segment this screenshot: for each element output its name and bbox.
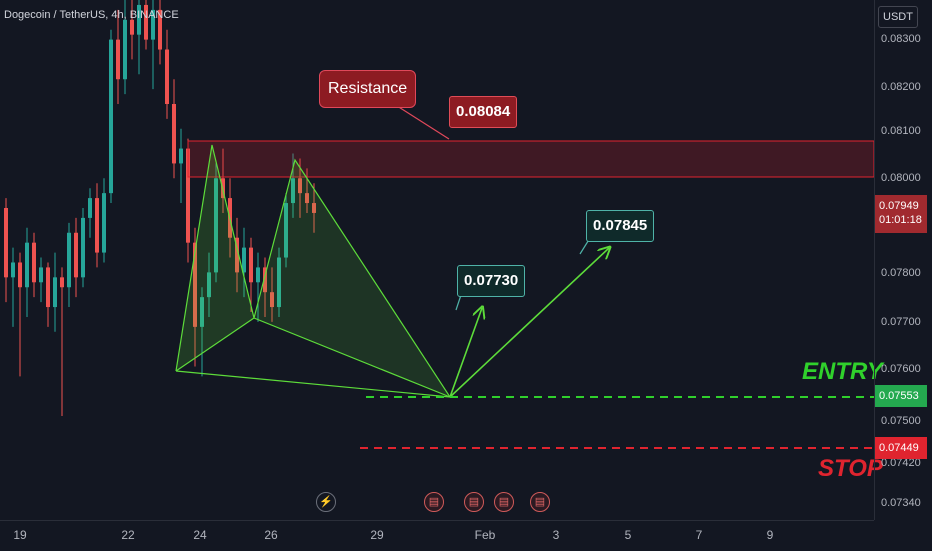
current-price-tag: 0.07949 01:01:18 <box>875 195 927 233</box>
pattern-xb-line <box>175 317 255 372</box>
candle-body <box>109 39 113 194</box>
price-tick: 0.08000 <box>881 172 921 184</box>
time-tick: 22 <box>121 528 135 542</box>
candle-body <box>235 237 239 273</box>
candle-body <box>116 39 120 80</box>
resistance-label: Resistance <box>319 70 417 108</box>
bar-countdown: 01:01:18 <box>879 214 922 226</box>
time-tick: 19 <box>13 528 27 542</box>
price-tick: 0.07340 <box>881 497 921 509</box>
candle-body <box>172 104 176 164</box>
us-flag-icon[interactable]: ▤ <box>530 492 550 512</box>
resistance-zone <box>187 140 874 178</box>
target1-callout: 0.07730 <box>457 265 526 297</box>
candle-body <box>25 242 29 288</box>
candle-body <box>158 9 162 50</box>
candle-body <box>137 4 141 35</box>
target2-callout: 0.07845 <box>586 210 655 242</box>
flash-icon[interactable]: ⚡ <box>316 492 336 512</box>
us-flag-icon[interactable]: ▤ <box>424 492 444 512</box>
candle-body <box>200 297 204 327</box>
candle-body <box>39 267 43 283</box>
candle-body <box>284 203 288 258</box>
candle-body <box>60 277 64 288</box>
time-tick: 26 <box>264 528 278 542</box>
stop-label: STOP <box>818 455 883 482</box>
price-axis[interactable]: 0.08300 0.08200 0.08100 0.08000 0.07800 … <box>874 0 932 520</box>
time-tick: 29 <box>370 528 384 542</box>
price-tick: 0.07700 <box>881 316 921 328</box>
candle-body <box>207 272 211 298</box>
price-tick: 0.07420 <box>881 457 921 469</box>
candle-body <box>81 217 85 278</box>
symbol-title[interactable]: Dogecoin / TetherUS, 4h, BINANCE <box>4 9 179 21</box>
candle-body <box>88 198 92 218</box>
price-tick: 0.07600 <box>881 363 921 375</box>
us-flag-icon[interactable]: ▤ <box>494 492 514 512</box>
candle-body <box>18 262 22 288</box>
candle-body <box>67 232 71 288</box>
candle-body <box>186 148 190 243</box>
target1-arrow <box>449 308 482 398</box>
time-axis[interactable]: 19 22 24 26 29 Feb 3 5 7 9 <box>0 520 874 551</box>
candle-body <box>270 292 274 308</box>
candle-body <box>46 267 50 308</box>
candle-body <box>179 148 183 164</box>
candle-body <box>95 198 99 253</box>
candle-body <box>312 203 316 213</box>
candle-body <box>11 262 15 278</box>
resistance-price-callout: 0.08084 <box>449 96 518 128</box>
price-tick: 0.07800 <box>881 267 921 279</box>
candle-body <box>32 242 36 283</box>
target2-arrow <box>449 248 609 398</box>
us-flag-icon[interactable]: ▤ <box>464 492 484 512</box>
candle-body <box>74 232 78 278</box>
price-tick: 0.07500 <box>881 415 921 427</box>
chart-canvas[interactable] <box>0 0 874 520</box>
resistance-callout-pointer <box>393 103 450 140</box>
candle-body <box>291 178 295 204</box>
price-tick: 0.08300 <box>881 33 921 45</box>
candle-body <box>53 277 57 308</box>
candle-body <box>249 247 253 283</box>
time-tick: 9 <box>766 528 774 542</box>
price-tick: 0.08100 <box>881 125 921 137</box>
price-tick: 0.08200 <box>881 81 921 93</box>
candle-body <box>305 193 309 204</box>
candle-body <box>4 208 8 278</box>
currency-selector[interactable]: USDT <box>878 6 918 28</box>
pattern-bd-line <box>253 317 451 398</box>
time-tick: 3 <box>552 528 560 542</box>
candle-body <box>263 267 267 293</box>
time-tick: Feb <box>474 528 496 542</box>
candlestick-series <box>4 0 316 416</box>
time-tick: 7 <box>695 528 703 542</box>
candle-body <box>102 193 106 253</box>
time-tick: 5 <box>624 528 632 542</box>
candle-body <box>298 178 302 194</box>
pattern-xab-fill <box>176 145 254 371</box>
pattern-outline <box>175 144 452 398</box>
candle-body <box>214 178 218 273</box>
entry-price-tag: 0.07553 <box>875 385 927 407</box>
candle-body <box>123 19 127 80</box>
candle-body <box>165 49 169 104</box>
candle-body <box>130 19 134 35</box>
candle-body <box>151 9 155 40</box>
candle-body <box>193 242 197 327</box>
candle-body <box>256 267 260 283</box>
candle-body <box>144 4 148 40</box>
pattern-bcd-fill <box>254 160 450 397</box>
current-price: 0.07949 <box>879 200 919 212</box>
candle-body <box>277 257 281 308</box>
entry-label: ENTRY <box>802 358 883 385</box>
time-tick: 24 <box>193 528 207 542</box>
stop-price-tag: 0.07449 <box>875 437 927 459</box>
candle-body <box>242 247 246 273</box>
